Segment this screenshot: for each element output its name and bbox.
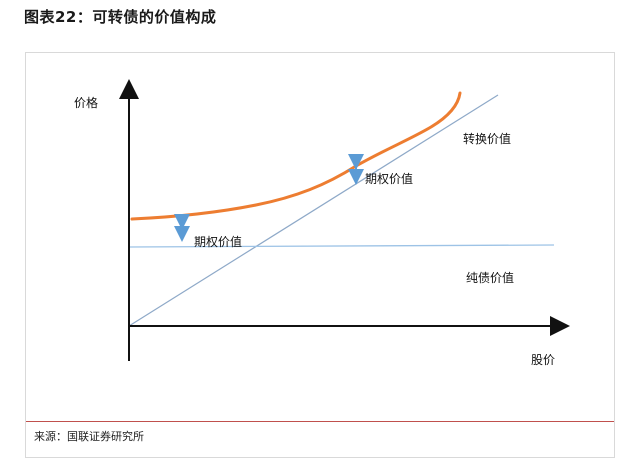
figure-frame: 价格 股价 转换价值 期权价值 期权价值 纯债价值 来源：国联证券研究所: [25, 52, 615, 458]
source-note: 来源：国联证券研究所: [34, 430, 144, 443]
figure-title: 图表22：可转债的价值构成: [24, 8, 217, 26]
x-axis-label: 股价: [531, 353, 556, 367]
conversion-value-line: [128, 94, 499, 327]
bond-value-line: [128, 244, 555, 248]
bond-value-label: 纯债价值: [466, 271, 515, 285]
y-axis-label: 价格: [74, 96, 99, 110]
convertible-price-curve: [130, 91, 462, 221]
option-value-label-lower: 期权价值: [194, 235, 243, 249]
source-divider: [26, 421, 614, 422]
value-diagram: [119, 79, 570, 361]
conversion-value-label: 转换价值: [463, 132, 512, 146]
option-value-label-upper: 期权价值: [365, 172, 414, 186]
